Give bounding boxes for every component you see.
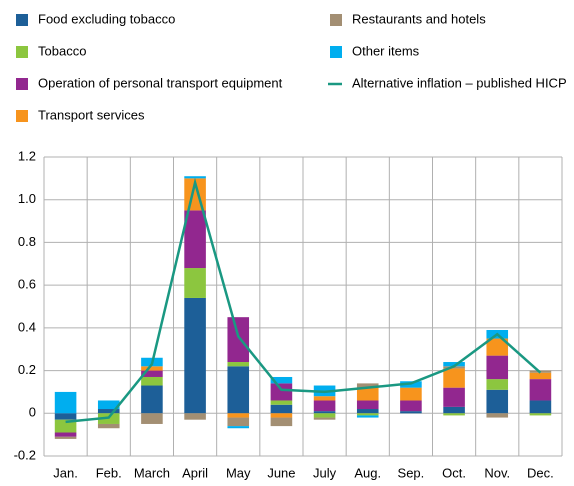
bar-segment xyxy=(443,387,465,407)
bar-segment xyxy=(270,417,293,427)
y-tick-label: 0.4 xyxy=(18,319,36,334)
legend-swatch xyxy=(330,14,342,26)
bar-segment xyxy=(400,387,422,401)
bar-segment xyxy=(356,400,379,410)
x-tick-label: March xyxy=(134,465,170,480)
bar-segment xyxy=(54,419,77,433)
x-tick-label: Aug. xyxy=(354,465,381,480)
bar-segment xyxy=(227,417,250,427)
y-tick-label: 0.6 xyxy=(18,277,36,292)
x-tick-label: Feb. xyxy=(96,465,122,480)
y-tick-label: 1.2 xyxy=(18,148,36,163)
x-tick-label: Oct. xyxy=(442,465,466,480)
x-tick-label: April xyxy=(182,465,208,480)
x-tick-label: Sep. xyxy=(398,465,425,480)
bar-segment xyxy=(227,366,250,414)
bar-segment xyxy=(184,297,206,414)
bar-segment xyxy=(54,436,77,439)
bar-segment xyxy=(227,426,250,429)
bar-segment xyxy=(443,368,465,388)
bar-segment xyxy=(356,415,379,418)
bar-segment xyxy=(141,385,163,414)
legend-label: Tobacco xyxy=(38,43,86,58)
bar-segment xyxy=(356,413,379,416)
y-tick-label: -0.2 xyxy=(14,447,36,462)
bar-segment xyxy=(529,372,552,380)
bar-segment xyxy=(443,413,465,416)
x-tick-label: Jan. xyxy=(53,465,78,480)
bar-segment xyxy=(141,413,163,424)
x-tick-label: June xyxy=(267,465,295,480)
bar-segment xyxy=(270,400,293,405)
bar-segment xyxy=(313,396,336,401)
bar-segment xyxy=(313,413,336,418)
bar-segment xyxy=(141,370,163,377)
bar-segment xyxy=(486,379,509,390)
bar-segment xyxy=(529,413,552,416)
bar-segment xyxy=(486,338,509,356)
legend-swatch xyxy=(16,110,28,122)
bar-segment xyxy=(97,409,120,414)
bar-segment xyxy=(356,387,379,401)
y-tick-label: 1.0 xyxy=(18,191,36,206)
bar-segment xyxy=(400,400,422,412)
legend-swatch xyxy=(16,14,28,26)
bar-segment xyxy=(227,413,250,418)
x-tick-label: July xyxy=(313,465,337,480)
bar-segment xyxy=(141,376,163,386)
bar-segment xyxy=(486,389,509,414)
bar-segment xyxy=(54,413,77,420)
bar-segment xyxy=(184,210,206,269)
y-tick-label: 0 xyxy=(29,405,36,420)
legend-swatch xyxy=(16,46,28,58)
bar-segment xyxy=(184,413,206,420)
y-tick-label: 0.8 xyxy=(18,234,36,249)
bar-segment xyxy=(270,376,293,384)
legend-label: Transport services xyxy=(38,107,145,122)
bar-segment xyxy=(443,406,465,414)
x-tick-label: Dec. xyxy=(527,465,554,480)
bar-segment xyxy=(270,383,293,401)
bar-segment xyxy=(227,362,250,367)
bar-segment xyxy=(400,411,422,414)
legend-swatch xyxy=(330,46,342,58)
bar-segment xyxy=(97,423,120,429)
bar-segment xyxy=(227,317,250,363)
y-tick-label: 0.2 xyxy=(18,362,36,377)
bar-segment xyxy=(184,176,206,179)
bar-segment xyxy=(141,366,163,371)
bar-segment xyxy=(54,391,77,414)
bar-segment xyxy=(313,400,336,412)
bar-segment xyxy=(270,404,293,414)
bar-segment xyxy=(356,383,379,388)
bar-segment xyxy=(529,400,552,414)
legend-label: Restaurants and hotels xyxy=(352,11,486,26)
bar-segment xyxy=(97,400,120,410)
bar-segment xyxy=(270,413,293,418)
bar-segment xyxy=(54,432,77,437)
x-tick-label: May xyxy=(226,465,251,480)
legend-label: Food excluding tobacco xyxy=(38,11,175,26)
x-tick-label: Nov. xyxy=(484,465,510,480)
bar-segment xyxy=(529,379,552,401)
legend-label: Other items xyxy=(352,43,420,58)
bar-segment xyxy=(443,362,465,367)
legend-swatch xyxy=(16,78,28,90)
line-series xyxy=(65,177,542,424)
bar-segment xyxy=(486,355,509,380)
legend-label: Operation of personal transport equipmen… xyxy=(38,75,283,90)
bar-segment xyxy=(184,268,206,298)
bar-segment xyxy=(313,417,336,420)
bar-segment xyxy=(356,409,379,414)
bar-segment xyxy=(313,411,336,414)
bar-segment xyxy=(486,413,509,418)
legend-label: Alternative inflation – published HICP xyxy=(352,75,567,90)
